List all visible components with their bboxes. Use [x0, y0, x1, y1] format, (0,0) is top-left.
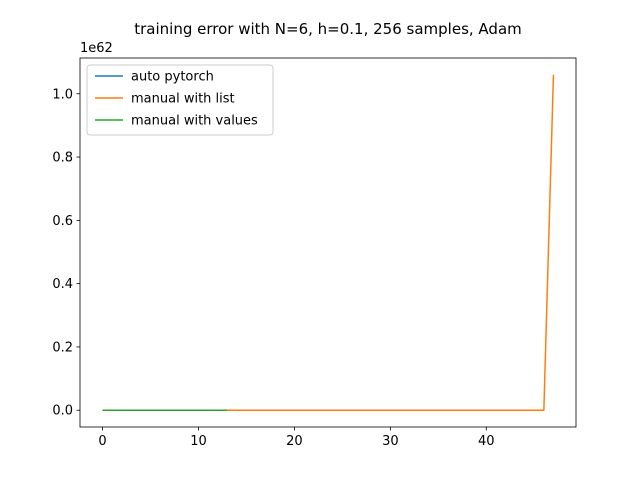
- x-tick-label: 40: [478, 434, 495, 449]
- axes-frame: [79, 57, 577, 428]
- legend-label: manual with values: [131, 114, 258, 129]
- legend-label: auto pytorch: [131, 70, 214, 85]
- y-tick-label: 0.4: [52, 277, 73, 292]
- y-offset-text: 1e62: [80, 41, 113, 56]
- y-tick-label: 0.2: [52, 340, 73, 355]
- y-tick-label: 0.8: [52, 151, 73, 166]
- chart-title: training error with N=6, h=0.1, 256 samp…: [134, 20, 522, 38]
- y-tick-label: 0.0: [52, 404, 73, 419]
- x-tick-label: 10: [190, 434, 207, 449]
- y-tick-label: 1.0: [52, 87, 73, 102]
- x-tick-label: 20: [286, 434, 303, 449]
- x-tick-label: 0: [98, 434, 106, 449]
- y-tick-label: 0.6: [52, 214, 73, 229]
- x-tick-label: 30: [382, 434, 399, 449]
- legend-box: [86, 64, 274, 136]
- plot-area: 0 10 20 30 40 0.0 0.2 0.4 0.6 0.8 1.0 auto pytorch m…: [52, 57, 577, 449]
- legend-label: manual with list: [131, 92, 235, 107]
